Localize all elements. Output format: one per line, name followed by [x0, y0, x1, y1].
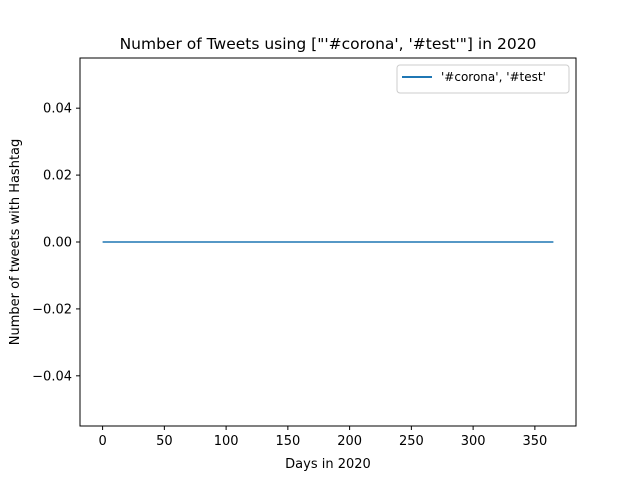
y-tick-label: 0.04	[43, 102, 72, 117]
x-tick-label: 200	[337, 434, 362, 449]
x-tick-label: 300	[461, 434, 486, 449]
legend-box	[396, 64, 570, 94]
x-axis-ticks: 0 50 100 150 200 250 300 350	[98, 426, 547, 449]
y-axis-label: Number of tweets with Hashtag	[8, 139, 23, 346]
plot-frame	[79, 57, 577, 427]
x-tick-label: 150	[275, 434, 300, 449]
y-tick-label: 0.02	[43, 169, 72, 184]
y-axis-ticks: −0.04 −0.02 0.00 0.02 0.04	[32, 102, 80, 384]
y-tick-label: 0.00	[43, 236, 72, 251]
chart-title: Number of Tweets using ["'#corona', '#te…	[120, 35, 537, 53]
legend-series-label: '#corona', '#test'	[441, 70, 546, 84]
y-tick-label: −0.02	[32, 302, 72, 317]
x-tick-label: 350	[522, 434, 547, 449]
x-tick-label: 50	[156, 434, 173, 449]
x-tick-label: 250	[399, 434, 424, 449]
legend: '#corona', '#test'	[396, 64, 570, 94]
x-axis-label: Days in 2020	[285, 457, 371, 472]
x-tick-label: 0	[98, 434, 106, 449]
y-tick-label: −0.04	[32, 369, 72, 384]
x-tick-label: 100	[214, 434, 239, 449]
